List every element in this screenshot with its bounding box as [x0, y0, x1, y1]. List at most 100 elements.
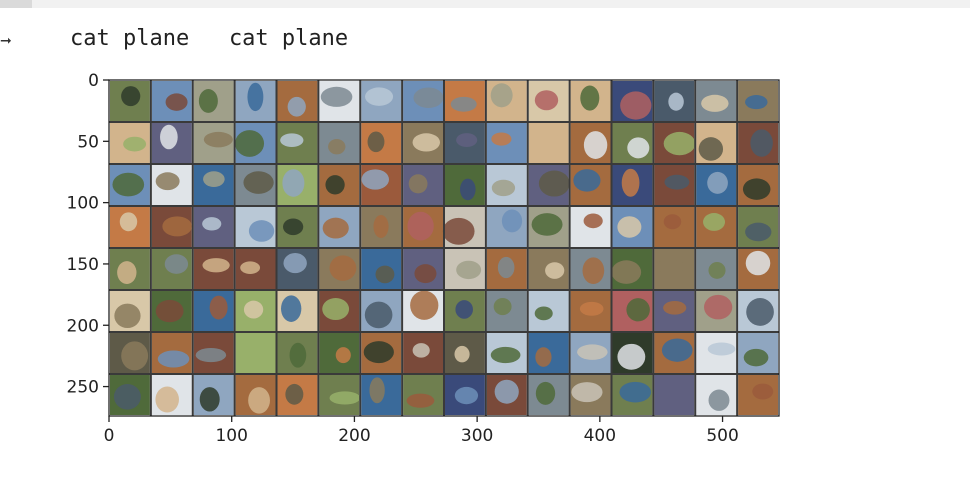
image-tile — [486, 375, 527, 415]
image-tile — [654, 375, 695, 415]
image-tile — [570, 333, 611, 373]
image-tile — [151, 207, 192, 247]
image-tile — [570, 291, 611, 331]
image-tile — [193, 207, 234, 247]
image-tile — [445, 123, 485, 163]
image-tile — [445, 249, 485, 289]
image-tile — [486, 165, 527, 205]
image-tile — [570, 207, 611, 247]
image-tile — [151, 375, 192, 415]
x-tick-label: 100 — [215, 426, 247, 446]
image-tile — [445, 165, 485, 205]
image-tile — [277, 81, 318, 121]
image-tile — [277, 291, 318, 331]
arrow-right-icon[interactable]: ➞ — [0, 33, 12, 49]
image-tile — [319, 375, 361, 415]
image-tile — [319, 249, 360, 289]
image-tile — [445, 375, 485, 415]
image-tile — [654, 249, 695, 289]
image-tile — [110, 207, 150, 247]
image-tile — [738, 249, 778, 289]
image-tile — [193, 123, 234, 163]
image-tile — [696, 291, 737, 331]
image-tile — [696, 375, 737, 415]
image-tile — [235, 165, 276, 205]
image-tile — [570, 375, 611, 415]
image-tile — [193, 165, 234, 205]
image-tile — [696, 81, 737, 121]
image-tile — [612, 333, 653, 373]
image-tile — [486, 333, 527, 373]
image-tile — [445, 333, 485, 373]
image-tile — [110, 333, 150, 373]
x-axis-ticks: 0 100 200 300 400 500 — [104, 416, 739, 446]
image-tile — [235, 333, 276, 373]
image-tile — [235, 207, 276, 247]
y-axis-ticks: 0 50 100 150 200 250 — [67, 71, 109, 398]
image-tile — [110, 123, 150, 163]
image-tile — [654, 207, 695, 247]
image-tile — [738, 375, 778, 415]
image-tile — [277, 333, 318, 373]
image-tile — [403, 81, 444, 121]
image-tile — [654, 165, 695, 205]
image-tile — [151, 81, 192, 121]
image-tile — [235, 249, 276, 289]
image-tile — [612, 375, 653, 415]
image-tile — [570, 81, 611, 121]
image-tile — [528, 207, 569, 247]
image-tile — [486, 81, 527, 121]
image-tile — [403, 290, 443, 331]
image-tile — [277, 165, 318, 205]
x-tick-label: 0 — [104, 426, 115, 446]
image-tile — [361, 291, 402, 331]
image-tile — [235, 81, 276, 121]
image-tile — [403, 207, 443, 247]
image-tile — [361, 123, 402, 163]
image-tile — [319, 333, 360, 373]
image-tile — [611, 249, 653, 289]
image-tile — [654, 123, 696, 163]
image-tile — [110, 81, 150, 121]
image-tile — [445, 81, 485, 121]
image-tile — [110, 165, 150, 205]
image-tile — [612, 165, 653, 205]
image-tile — [528, 81, 569, 121]
image-tile — [403, 165, 443, 205]
image-tile — [654, 333, 695, 373]
image-tile — [193, 375, 234, 415]
image-tile — [696, 249, 737, 289]
image-tile — [319, 165, 360, 205]
x-tick-label: 500 — [706, 426, 738, 446]
image-tile — [654, 291, 695, 331]
image-tile — [361, 375, 402, 415]
y-tick-label: 200 — [67, 316, 99, 336]
x-tick-label: 300 — [461, 426, 493, 446]
image-tile — [110, 249, 150, 289]
image-tile — [738, 207, 778, 247]
image-tile — [193, 249, 234, 289]
cell-gutter-tab[interactable] — [0, 0, 32, 8]
image-tile — [277, 123, 318, 163]
y-tick-label: 100 — [67, 194, 99, 214]
x-tick-label: 400 — [584, 426, 616, 446]
image-tile — [696, 207, 737, 247]
image-tile — [151, 249, 192, 289]
y-tick-label: 250 — [67, 378, 99, 398]
image-tile — [696, 123, 737, 163]
image-tile — [151, 333, 192, 373]
image-tile — [110, 375, 150, 415]
image-tile — [235, 291, 276, 331]
y-tick-label: 150 — [67, 255, 99, 275]
image-tiles — [109, 80, 779, 416]
image-tile — [403, 123, 443, 163]
image-tile — [235, 375, 276, 415]
cell-top-bar — [0, 0, 970, 8]
image-tile — [193, 291, 234, 331]
image-tile — [277, 249, 318, 289]
y-tick-label: 0 — [88, 71, 99, 91]
image-tile — [612, 291, 653, 331]
image-tile — [403, 333, 443, 373]
image-tile — [696, 165, 737, 205]
image-tile — [110, 291, 150, 331]
